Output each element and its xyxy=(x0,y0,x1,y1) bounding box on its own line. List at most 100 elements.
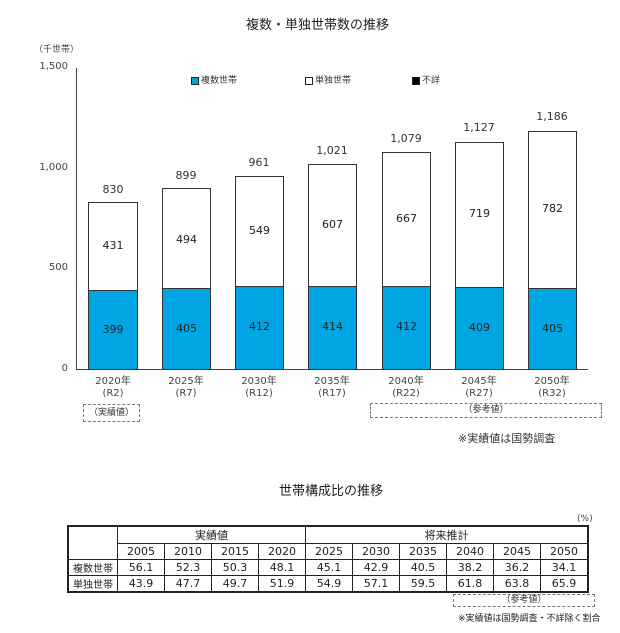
x-label-2030: 2030年 (R12) xyxy=(229,376,289,400)
chart-note: ※実績値は国勢調査 xyxy=(458,432,556,445)
year-header: 2020 xyxy=(258,543,306,560)
table-reference-box: （参考値） xyxy=(453,594,595,607)
bar-multi-2050: 405 xyxy=(528,288,577,370)
bar-single-2040: 667 xyxy=(382,152,431,287)
x-label-2020: 2020年 (R2) xyxy=(83,376,143,400)
table-group-row: 実績値 将来推計 xyxy=(67,525,589,560)
bar-value: 405 xyxy=(542,322,563,335)
year-header: 2010 xyxy=(164,543,212,560)
bar-value: 399 xyxy=(102,323,124,336)
table-title: 世帯構成比の推移 xyxy=(279,484,384,499)
table-unit: (%) xyxy=(577,514,593,524)
x-era: (R2) xyxy=(102,388,124,399)
x-year: 2020年 xyxy=(95,376,131,387)
legend-multi-label: 複数世帯 xyxy=(201,76,238,86)
x-year: 2040年 xyxy=(388,376,424,387)
group-projection: 将来推計 xyxy=(305,525,589,544)
legend-swatch-unknown-icon xyxy=(412,76,420,85)
x-year: 2045年 xyxy=(461,376,497,387)
legend-swatch-single-icon xyxy=(305,76,313,85)
bar-total-2035: 1,021 xyxy=(316,144,348,157)
bar-value: 412 xyxy=(249,320,270,333)
table-cell: 65.9 xyxy=(540,575,589,593)
x-label-2050: 2050年 (R32) xyxy=(522,376,582,400)
year-header: 2040 xyxy=(446,543,494,560)
table-cell: 51.9 xyxy=(258,575,306,593)
reference-value-box: （参考値） xyxy=(370,403,602,418)
legend-unknown: 不詳 xyxy=(412,73,440,86)
bar-total-2030: 961 xyxy=(248,156,270,169)
chart-title: 複数・単独世帯数の推移 xyxy=(246,18,390,33)
bar-total-2045: 1,127 xyxy=(463,121,495,134)
bar-total-2020: 830 xyxy=(102,183,124,196)
table-cell: 52.3 xyxy=(164,559,212,576)
table-cell: 38.2 xyxy=(446,559,494,576)
y-tick-1000: 1,000 xyxy=(39,162,68,173)
x-label-2045: 2045年 (R27) xyxy=(449,376,509,400)
table-cell: 50.3 xyxy=(211,559,259,576)
table-cell: 59.5 xyxy=(399,575,447,593)
x-era: (R32) xyxy=(538,388,566,399)
table-row-multi: 複数世帯 56.1 52.3 50.3 48.1 45.1 42.9 40.5 … xyxy=(67,559,589,576)
table-note: ※実績値は国勢調査・不詳除く割合 xyxy=(458,614,601,624)
x-label-2025: 2025年 (R7) xyxy=(156,376,216,400)
x-year: 2025年 xyxy=(168,376,204,387)
y-tick-1500: 1,500 xyxy=(39,61,68,72)
legend-single: 単独世帯 xyxy=(305,73,351,86)
bar-value: 431 xyxy=(102,239,124,252)
y-axis-unit: （千世帯） xyxy=(34,45,80,55)
bar-single-2030: 549 xyxy=(235,176,284,287)
table-cell: 47.7 xyxy=(164,575,212,593)
x-label-2040: 2040年 (R22) xyxy=(376,376,436,400)
ratio-table: 実績値 将来推計 2005 2010 2015 2020 2025 2030 2… xyxy=(67,525,589,593)
table-year-row: 2005 2010 2015 2020 2025 2030 2035 2040 … xyxy=(68,543,589,560)
bar-total-2025: 899 xyxy=(175,169,197,182)
x-era: (R27) xyxy=(465,388,493,399)
x-year: 2035年 xyxy=(314,376,350,387)
table-cell: 40.5 xyxy=(399,559,447,576)
year-header: 2005 xyxy=(117,543,165,560)
table-row-single: 単独世帯 43.9 47.7 49.7 51.9 54.9 57.1 59.5 … xyxy=(67,575,589,593)
year-header: 2035 xyxy=(399,543,447,560)
bar-single-2050: 782 xyxy=(528,131,577,289)
legend-swatch-multi-icon xyxy=(191,76,199,85)
y-tick-500: 500 xyxy=(48,262,68,273)
bar-value: 409 xyxy=(469,321,490,334)
table-cell: 56.1 xyxy=(117,559,165,576)
table-cell: 42.9 xyxy=(352,559,400,576)
x-era: (R22) xyxy=(392,388,420,399)
bar-multi-2040: 412 xyxy=(382,286,431,370)
x-label-2035: 2035年 (R17) xyxy=(302,376,362,400)
year-header: 2030 xyxy=(352,543,400,560)
bar-multi-2025: 405 xyxy=(162,288,211,370)
table-cell: 63.8 xyxy=(493,575,541,593)
bar-total-2040: 1,079 xyxy=(390,132,422,145)
x-year: 2030年 xyxy=(241,376,277,387)
bar-multi-2035: 414 xyxy=(308,286,357,370)
table-cell: 49.7 xyxy=(211,575,259,593)
legend-unknown-label: 不詳 xyxy=(422,76,441,86)
year-header: 2050 xyxy=(540,543,589,560)
bar-multi-2030: 412 xyxy=(235,286,284,370)
bar-value: 607 xyxy=(322,218,343,231)
bar-single-2020: 431 xyxy=(88,202,138,291)
y-axis-line xyxy=(76,68,77,370)
table-cell: 48.1 xyxy=(258,559,306,576)
x-year: 2050年 xyxy=(534,376,570,387)
legend-multi: 複数世帯 xyxy=(191,73,237,86)
bar-value: 667 xyxy=(396,212,417,225)
bar-multi-2045: 409 xyxy=(455,287,504,370)
y-tick-0: 0 xyxy=(61,363,68,374)
table-corner xyxy=(67,525,118,560)
bar-value: 494 xyxy=(176,233,197,246)
bar-value: 405 xyxy=(176,322,197,335)
group-actual: 実績値 xyxy=(117,525,306,544)
bar-single-2045: 719 xyxy=(455,142,504,288)
table-cell: 57.1 xyxy=(352,575,400,593)
bar-multi-2020: 399 xyxy=(88,290,138,370)
actual-value-box: （実績値） xyxy=(83,404,140,422)
row-label: 複数世帯 xyxy=(67,559,118,576)
year-header: 2045 xyxy=(493,543,541,560)
bar-value: 412 xyxy=(396,320,417,333)
x-era: (R7) xyxy=(175,388,197,399)
